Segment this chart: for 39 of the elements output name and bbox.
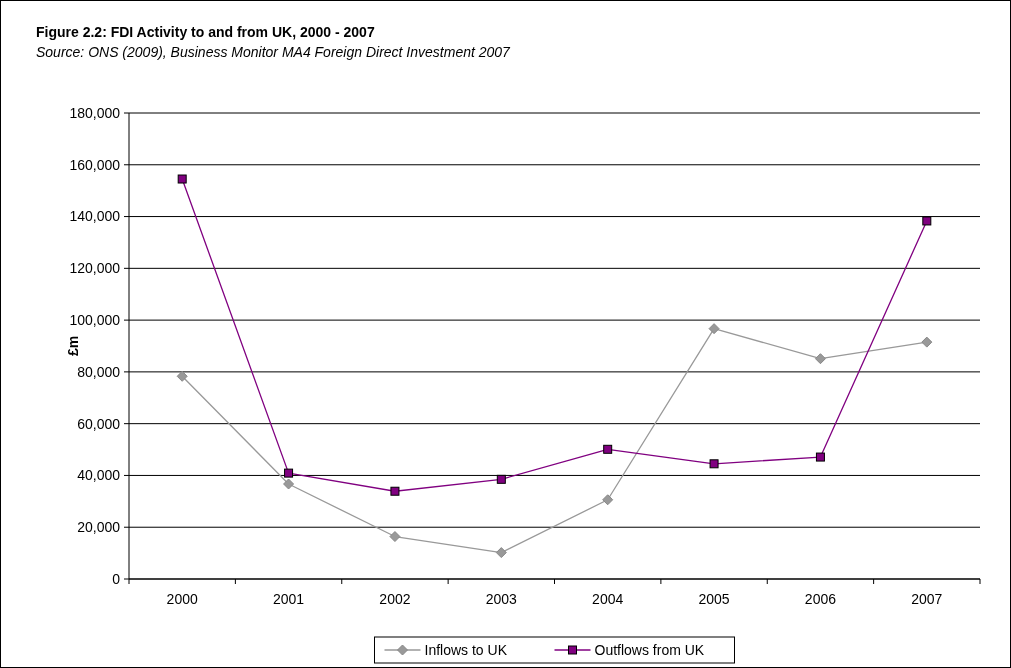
x-tick-label: 2006: [804, 591, 837, 607]
point: [495, 547, 507, 559]
y-tick-label: 140,000: [69, 208, 121, 225]
x-tick-label: 2007: [911, 591, 943, 607]
x-tick-label: 2001: [272, 591, 305, 607]
y-tick-label: 100,000: [69, 312, 121, 329]
chart-title: Figure 2.2: FDI Activity to and from UK, 2000 - 2007: [36, 24, 375, 40]
y-tick-label: 180,000: [69, 104, 121, 121]
point: [602, 494, 614, 506]
point: [284, 468, 294, 478]
point: [390, 486, 400, 496]
y-tick-label: 20,000: [77, 519, 121, 536]
point: [922, 216, 932, 226]
y-axis-title: £m: [65, 335, 81, 357]
y-tick-label: 60,000: [77, 415, 121, 432]
point: [603, 444, 613, 454]
y-tick-label: 0: [112, 570, 121, 587]
chart-subtitle: Source: ONS (2009), Business Monitor MA4 Foreign Direct Investment 2007: [36, 44, 512, 60]
point: [709, 459, 719, 469]
point: [496, 474, 506, 484]
x-tick-label: 2003: [485, 591, 518, 607]
y-tick-label: 80,000: [77, 363, 121, 380]
point: [921, 336, 933, 348]
x-tick-label: 2005: [698, 591, 730, 607]
x-tick-label: 2000: [166, 591, 198, 607]
point: [708, 323, 720, 335]
x-tick-label: 2004: [592, 591, 624, 607]
x-tick-label: 2002: [379, 591, 411, 607]
y-tick-label: 40,000: [77, 467, 121, 484]
y-tick-label: 120,000: [69, 260, 121, 277]
legend-label: Inflows to UK: [424, 641, 508, 658]
point: [389, 531, 401, 543]
y-tick-label: 160,000: [69, 156, 121, 173]
point: [814, 353, 826, 365]
point: [815, 452, 825, 462]
legend-label: Outflows from UK: [594, 641, 705, 658]
point: [177, 174, 187, 184]
point: [176, 370, 188, 382]
point: [283, 478, 295, 490]
